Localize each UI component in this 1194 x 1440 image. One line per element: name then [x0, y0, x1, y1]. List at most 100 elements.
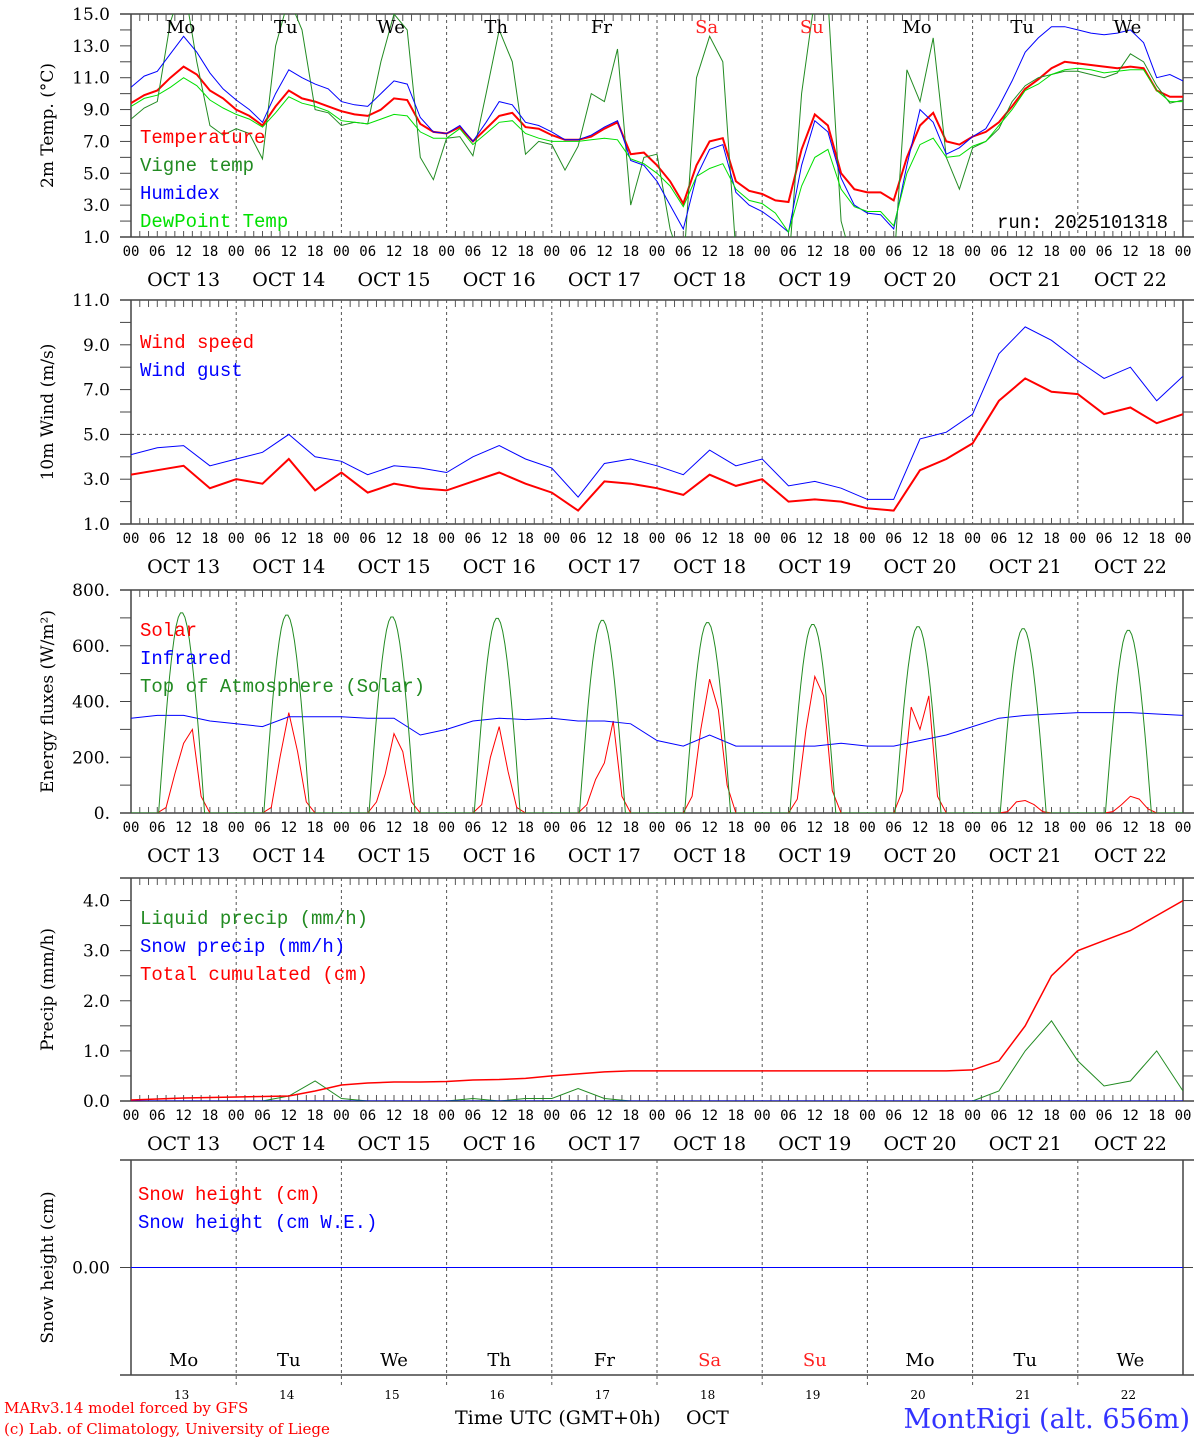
date-label: OCT 17 — [568, 269, 641, 291]
hour-tick-label: 00 — [438, 1108, 455, 1124]
hour-tick-label: 12 — [175, 1108, 192, 1124]
hour-tick-label: 06 — [149, 244, 166, 260]
hour-tick-label: 18 — [517, 244, 534, 260]
model-credit: MARv3.14 model forced by GFS — [4, 1399, 248, 1417]
hour-tick-label: 00 — [649, 820, 666, 836]
legend-entry: Liquid precip (mm/h) — [140, 908, 368, 930]
series-line-humidex — [131, 26, 1183, 234]
month-label: OCT — [686, 1407, 729, 1429]
day-name-bottom: Fr — [594, 1350, 615, 1371]
date-label: OCT 19 — [778, 556, 851, 578]
hour-tick-label: 00 — [859, 531, 876, 547]
hour-tick-label: 00 — [543, 244, 560, 260]
day-name-top: Th — [484, 17, 508, 38]
hour-tick-label: 18 — [833, 244, 850, 260]
y-tick-label: 5.0 — [83, 164, 110, 184]
hour-tick-label: 18 — [1043, 531, 1060, 547]
hour-tick-label: 12 — [1122, 820, 1139, 836]
hour-tick-label: 06 — [570, 244, 587, 260]
hour-tick-label: 06 — [990, 820, 1007, 836]
hour-tick-label: 12 — [175, 244, 192, 260]
hour-tick-label: 00 — [333, 820, 350, 836]
hour-tick-label: 12 — [596, 820, 613, 836]
date-label: OCT 21 — [989, 1133, 1062, 1155]
hour-tick-label: 18 — [833, 531, 850, 547]
hour-tick-label: 18 — [307, 244, 324, 260]
hour-tick-label: 06 — [464, 531, 481, 547]
hour-tick-label: 06 — [780, 531, 797, 547]
date-label: OCT 17 — [568, 1133, 641, 1155]
day-name-top: Sa — [695, 17, 718, 38]
date-label: OCT 20 — [883, 556, 956, 578]
hour-tick-label: 06 — [254, 244, 271, 260]
hour-tick-label: 18 — [517, 820, 534, 836]
hour-tick-label: 00 — [1175, 244, 1192, 260]
y-tick-label: 1.0 — [83, 1042, 110, 1062]
hour-tick-label: 12 — [491, 1108, 508, 1124]
hour-tick-label: 12 — [596, 244, 613, 260]
hour-tick-label: 12 — [280, 244, 297, 260]
hour-tick-label: 00 — [1069, 1108, 1086, 1124]
hour-tick-label: 18 — [622, 1108, 639, 1124]
legend-entry: Wind gust — [140, 360, 243, 382]
date-label: OCT 22 — [1094, 269, 1167, 291]
hour-tick-label: 06 — [464, 244, 481, 260]
date-label: OCT 13 — [147, 269, 220, 291]
hour-tick-label: 12 — [491, 244, 508, 260]
date-label: OCT 21 — [989, 556, 1062, 578]
hour-tick-label: 18 — [938, 531, 955, 547]
y-tick-label: 9.0 — [83, 101, 110, 121]
date-label: OCT 17 — [568, 556, 641, 578]
hour-tick-label: 06 — [570, 531, 587, 547]
y-tick-label: 1.0 — [83, 228, 110, 248]
hour-tick-label: 00 — [123, 820, 140, 836]
hour-tick-label: 06 — [675, 244, 692, 260]
hour-tick-label: 00 — [543, 531, 560, 547]
hour-tick-label: 00 — [333, 244, 350, 260]
hour-tick-label: 12 — [1122, 1108, 1139, 1124]
day-number: 14 — [279, 1388, 295, 1402]
y-tick-label: 7.0 — [83, 132, 110, 152]
date-label: OCT 15 — [357, 556, 430, 578]
y-tick-label: 1.0 — [83, 515, 110, 535]
hour-tick-label: 12 — [280, 820, 297, 836]
hour-tick-label: 00 — [1069, 820, 1086, 836]
hour-tick-label: 12 — [806, 531, 823, 547]
hour-tick-label: 00 — [1175, 1108, 1192, 1124]
hour-tick-label: 06 — [1096, 531, 1113, 547]
day-name-bottom: Mo — [169, 1350, 198, 1371]
y-axis-label: 10m Wind (m/s) — [38, 344, 58, 481]
y-tick-label: 600. — [72, 637, 110, 657]
date-label: OCT 17 — [568, 845, 641, 867]
hour-tick-label: 12 — [1017, 531, 1034, 547]
hour-tick-label: 12 — [701, 244, 718, 260]
hour-tick-label: 18 — [307, 1108, 324, 1124]
series-line-vigne-temp — [131, 14, 1183, 237]
hour-tick-label: 12 — [806, 1108, 823, 1124]
series-line-wind-gust — [131, 326, 1183, 500]
day-number: 19 — [805, 1388, 820, 1402]
hour-tick-label: 00 — [228, 820, 245, 836]
hour-tick-label: 12 — [701, 531, 718, 547]
hour-tick-label: 00 — [649, 1108, 666, 1124]
legend-entry: Total cumulated (cm) — [140, 964, 368, 986]
hour-tick-label: 00 — [123, 1108, 140, 1124]
date-label: OCT 18 — [673, 556, 746, 578]
date-label: OCT 22 — [1094, 1133, 1167, 1155]
date-label: OCT 19 — [778, 845, 851, 867]
day-number: 13 — [174, 1388, 189, 1402]
hour-tick-label: 00 — [1069, 531, 1086, 547]
hour-tick-label: 00 — [228, 244, 245, 260]
series-group — [131, 899, 1183, 1101]
hour-tick-label: 06 — [570, 1108, 587, 1124]
hour-tick-label: 18 — [938, 1108, 955, 1124]
panel-3: 0. 200. 400. 600. 800. Energy fluxes (W/m²) 00… — [38, 581, 1194, 867]
hour-tick-label: 06 — [149, 820, 166, 836]
hour-tick-label: 12 — [912, 531, 929, 547]
date-label: OCT 18 — [673, 845, 746, 867]
series-line-total-cumulated-cm- — [131, 899, 1183, 1101]
date-label: OCT 15 — [357, 845, 430, 867]
hour-tick-label: 18 — [201, 244, 218, 260]
hour-tick-label: 18 — [1148, 531, 1165, 547]
hour-tick-label: 00 — [754, 1108, 771, 1124]
